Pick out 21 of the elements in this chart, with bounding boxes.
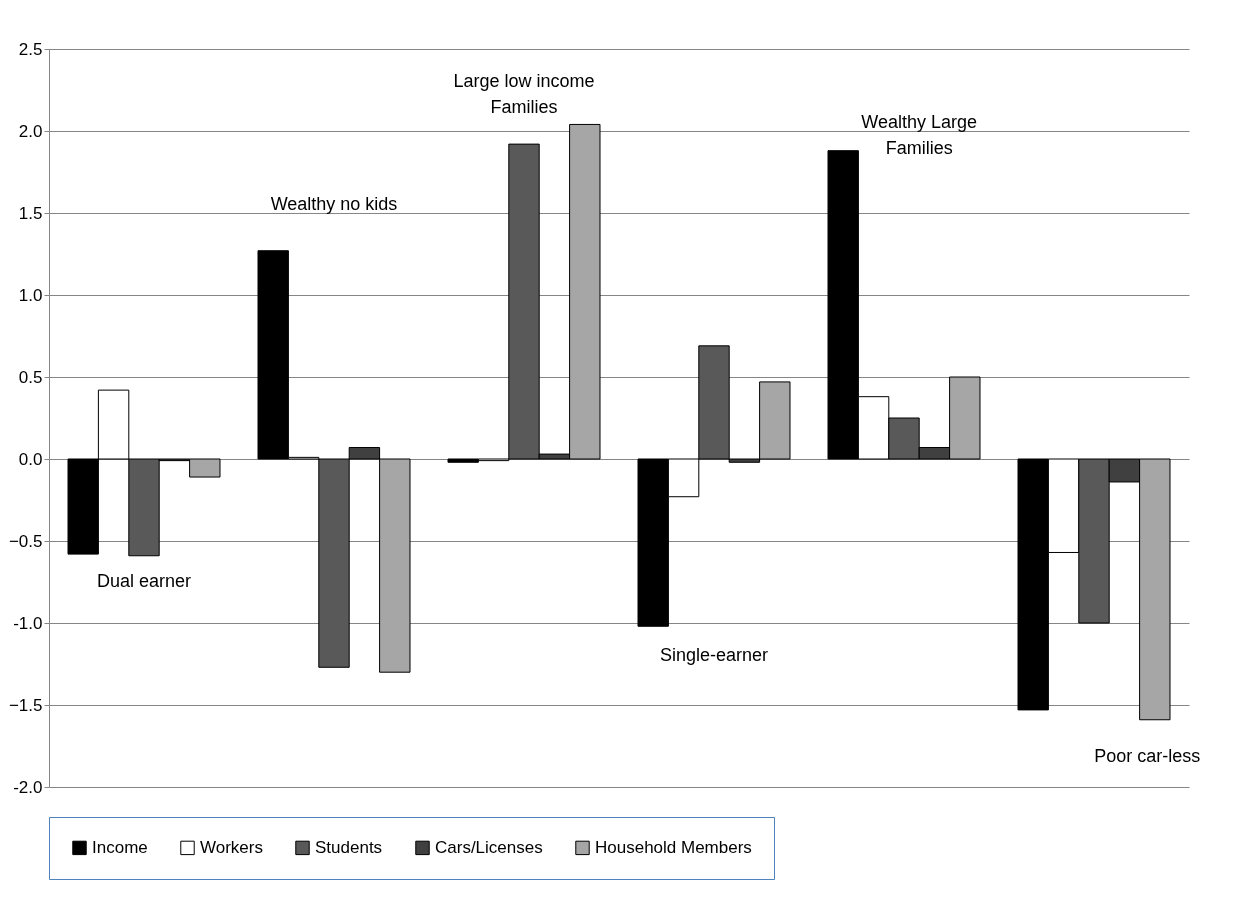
y-tick-label: 1.0: [18, 285, 43, 305]
x-tick-label: Large low income Families: [453, 70, 595, 117]
x-tick-label: Poor car-less: [1094, 746, 1201, 767]
y-tick-label: 2.0: [18, 121, 43, 141]
y-tick-label: -2.0: [13, 777, 43, 797]
x-tick-label: Wealthy Large Families: [861, 111, 978, 158]
legend-label: Income: [92, 837, 148, 857]
y-tick-label: 2.5: [18, 39, 43, 59]
legend-label: Workers: [200, 837, 263, 857]
legend-label: Students: [315, 837, 383, 857]
x-tick-label: Dual earner: [96, 571, 192, 591]
x-tick-label: Wealthy no kids: [270, 193, 398, 214]
legend-label: Cars/Licenses: [435, 837, 543, 857]
legend-label: Household Members: [595, 837, 752, 857]
y-tick-label: 0.0: [18, 449, 43, 469]
y-tick-label: −0.5: [8, 531, 43, 551]
y-tick-label: -1.0: [13, 613, 43, 633]
y-tick-label: 0.5: [18, 367, 43, 387]
y-tick-label: 1.5: [18, 203, 43, 223]
x-tick-label: Single-earner: [659, 644, 769, 665]
y-tick-label: −1.5: [8, 695, 43, 715]
